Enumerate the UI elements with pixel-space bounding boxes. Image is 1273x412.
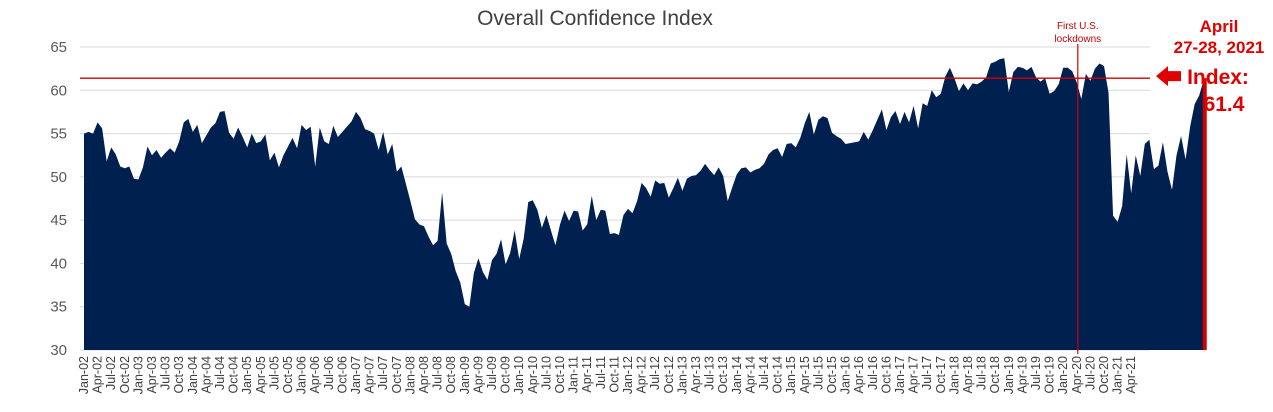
x-tick-label: Jul-08 xyxy=(431,356,445,390)
x-tick-label: Jan-13 xyxy=(675,356,689,394)
x-tick-label: Apr-14 xyxy=(743,356,757,394)
x-tick-label: Jul-12 xyxy=(648,356,662,390)
x-tick-label: Jan-18 xyxy=(947,356,961,394)
x-tick-label: Jan-10 xyxy=(512,356,526,394)
x-tick-label: Apr-16 xyxy=(852,356,866,394)
callout-index-label: Index: xyxy=(1187,66,1249,89)
x-tick-label: Oct-16 xyxy=(879,356,893,394)
x-tick-label: Jan-20 xyxy=(1056,356,1070,394)
x-tick-label: Apr-07 xyxy=(363,356,377,394)
callout-arrow-icon xyxy=(1156,66,1181,87)
x-tick-label: Oct-13 xyxy=(716,356,730,394)
x-tick-label: Apr-15 xyxy=(798,356,812,394)
x-tick-label: Jan-12 xyxy=(621,356,635,394)
x-tick-label: Apr-05 xyxy=(254,356,268,394)
x-tick-label: Jan-05 xyxy=(240,356,254,394)
x-tick-label: Jan-07 xyxy=(349,356,363,394)
x-tick-label: Jan-21 xyxy=(1111,356,1125,394)
x-tick-label: Jul-13 xyxy=(703,356,717,390)
y-tick-label: 65 xyxy=(50,39,67,56)
x-tick-label: Oct-05 xyxy=(281,356,295,394)
callout-index-value: 61.4 xyxy=(1204,93,1245,116)
x-tick-label: Jul-03 xyxy=(159,356,173,390)
x-tick-label: Jul-15 xyxy=(811,356,825,390)
x-tick-label: Oct-15 xyxy=(825,356,839,394)
x-tick-label: Oct-14 xyxy=(771,356,785,394)
x-tick-label: Apr-18 xyxy=(961,356,975,394)
x-tick-label: Jan-19 xyxy=(1002,356,1016,394)
x-tick-label: Apr-19 xyxy=(1015,356,1029,394)
x-tick-label: Apr-06 xyxy=(308,356,322,394)
x-tick-label: Oct-20 xyxy=(1097,356,1111,394)
lockdown-label-line-1: First U.S. xyxy=(1057,21,1099,32)
x-tick-label: Oct-02 xyxy=(118,356,132,394)
x-tick-label: Jul-18 xyxy=(975,356,989,390)
chart-title: Overall Confidence Index xyxy=(477,7,713,30)
x-tick-label: Jul-10 xyxy=(539,356,553,390)
y-tick-label: 35 xyxy=(50,299,67,316)
y-tick-label: 40 xyxy=(50,255,67,272)
x-tick-label: Apr-20 xyxy=(1070,356,1084,394)
x-tick-label: Jan-08 xyxy=(403,356,417,394)
x-tick-label: Jan-03 xyxy=(131,356,145,394)
x-tick-label: Jul-09 xyxy=(485,356,499,390)
y-tick-label: 50 xyxy=(50,169,67,186)
x-tick-label: Apr-09 xyxy=(471,356,485,394)
x-tick-label: Jan-17 xyxy=(893,356,907,394)
x-tick-label: Apr-02 xyxy=(91,356,105,394)
x-tick-label: Jan-09 xyxy=(458,356,472,394)
x-tick-label: Apr-13 xyxy=(689,356,703,394)
x-tick-label: Jul-14 xyxy=(757,356,771,390)
x-tick-label: Oct-18 xyxy=(988,356,1002,394)
x-tick-label: Jan-02 xyxy=(77,356,91,394)
x-tick-label: Jul-16 xyxy=(866,356,880,390)
x-tick-label: Oct-04 xyxy=(227,356,241,394)
x-tick-label: Oct-07 xyxy=(390,356,404,394)
x-tick-label: Oct-06 xyxy=(335,356,349,394)
x-tick-label: Oct-10 xyxy=(553,356,567,394)
x-tick-label: Jul-05 xyxy=(267,356,281,390)
x-tick-label: Oct-19 xyxy=(1043,356,1057,394)
callout-date-line-2: 27-28, 2021 xyxy=(1174,38,1265,57)
x-tick-label: Jan-14 xyxy=(730,356,744,394)
y-tick-label: 60 xyxy=(50,82,67,99)
x-tick-label: Oct-09 xyxy=(499,356,513,394)
x-tick-label: Apr-17 xyxy=(907,356,921,394)
y-tick-label: 45 xyxy=(50,212,67,229)
x-tick-label: Jul-17 xyxy=(920,356,934,390)
x-tick-label: Oct-17 xyxy=(934,356,948,394)
x-tick-label: Jan-06 xyxy=(295,356,309,394)
callout-date-line-1: April xyxy=(1200,17,1239,36)
latest-value-bar xyxy=(1202,78,1207,350)
x-tick-label: Jul-06 xyxy=(322,356,336,390)
x-tick-label: Jul-07 xyxy=(376,356,390,390)
x-tick-label: Jul-19 xyxy=(1029,356,1043,390)
x-tick-label: Oct-08 xyxy=(444,356,458,394)
x-tick-label: Apr-04 xyxy=(199,356,213,394)
x-tick-label: Apr-12 xyxy=(635,356,649,394)
x-tick-label: Jan-11 xyxy=(567,356,581,393)
x-tick-label: Apr-11 xyxy=(580,356,594,393)
x-axis-tick-labels: Jan-02 Apr-02 Jul-02 Oct-02 Jan-03 Apr-03 Jul-… xyxy=(77,356,1138,394)
x-tick-label: Oct-11 xyxy=(607,356,621,393)
confidence-index-area xyxy=(84,58,1204,350)
x-tick-label: Jul-20 xyxy=(1083,356,1097,390)
x-tick-label: Jul-02 xyxy=(104,356,118,390)
x-tick-label: Jul-11 xyxy=(594,356,608,389)
y-tick-label: 55 xyxy=(50,126,67,143)
y-tick-label: 30 xyxy=(50,342,67,359)
x-tick-label: Jan-15 xyxy=(784,356,798,394)
x-tick-label: Jan-16 xyxy=(839,356,853,394)
x-tick-label: Apr-03 xyxy=(145,356,159,394)
x-tick-label: Apr-21 xyxy=(1124,356,1138,394)
x-tick-label: Oct-12 xyxy=(662,356,676,394)
lockdown-label-line-2: lockdowns xyxy=(1054,34,1101,45)
x-tick-label: Apr-10 xyxy=(526,356,540,394)
x-tick-label: Apr-08 xyxy=(417,356,431,394)
x-tick-label: Jul-04 xyxy=(213,356,227,390)
x-tick-label: Jan-04 xyxy=(186,356,200,394)
y-axis-tick-labels: 30 35 40 45 50 55 60 65 xyxy=(50,39,67,359)
x-tick-label: Oct-03 xyxy=(172,356,186,394)
